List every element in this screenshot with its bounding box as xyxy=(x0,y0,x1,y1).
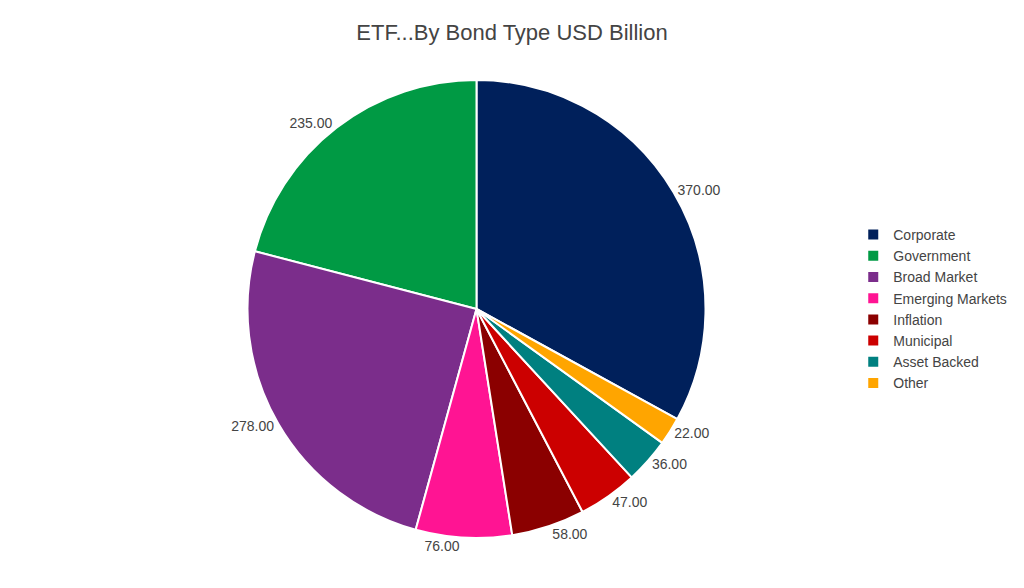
svg-text:Asset Backed: Asset Backed xyxy=(893,354,979,370)
svg-text:58.00: 58.00 xyxy=(552,526,587,542)
svg-text:Corporate: Corporate xyxy=(893,227,955,243)
svg-text:ETF...By Bond Type USD Billion: ETF...By Bond Type USD Billion xyxy=(356,20,667,45)
svg-text:Broad Market: Broad Market xyxy=(893,269,977,285)
svg-text:Government: Government xyxy=(893,248,970,264)
svg-text:Other: Other xyxy=(893,375,928,391)
svg-text:76.00: 76.00 xyxy=(424,538,459,554)
svg-text:278.00: 278.00 xyxy=(231,418,274,434)
svg-text:47.00: 47.00 xyxy=(612,494,647,510)
svg-text:36.00: 36.00 xyxy=(652,456,687,472)
svg-text:370.00: 370.00 xyxy=(678,182,721,198)
svg-text:22.00: 22.00 xyxy=(674,425,709,441)
svg-text:235.00: 235.00 xyxy=(289,115,332,131)
svg-text:Inflation: Inflation xyxy=(893,312,942,328)
svg-text:Emerging Markets: Emerging Markets xyxy=(893,291,1007,307)
svg-text:Municipal: Municipal xyxy=(893,333,952,349)
